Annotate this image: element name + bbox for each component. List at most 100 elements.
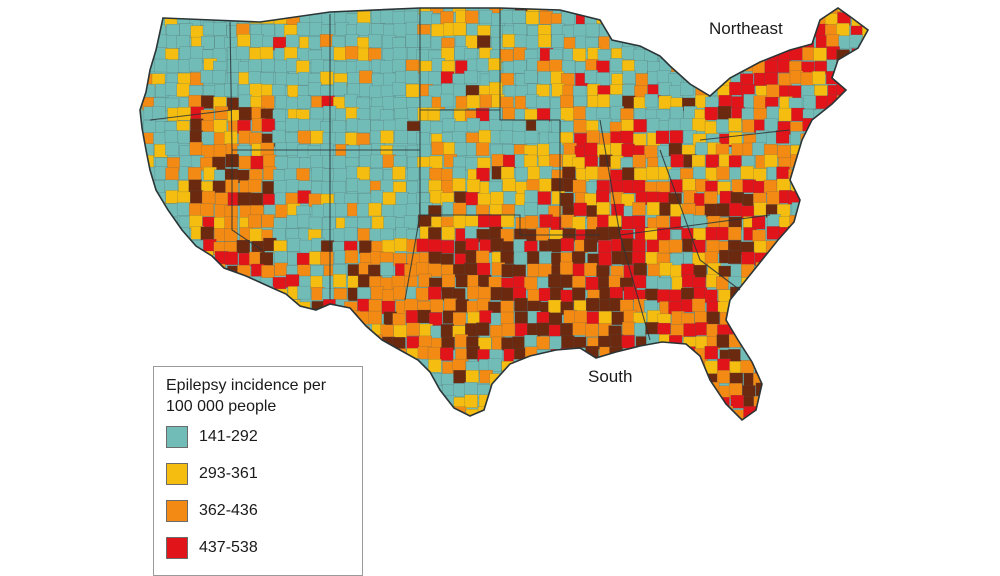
county-cell (692, 37, 706, 51)
county-cell (523, 357, 538, 372)
county-cell (538, 361, 552, 375)
county-cell (876, 239, 889, 252)
county-cell (598, 395, 613, 410)
county-cell (357, 287, 371, 301)
county-cell (694, 394, 708, 408)
county-cell (491, 384, 505, 398)
map-body (140, 8, 889, 434)
county-cell (779, 346, 793, 360)
county-cell (671, 346, 685, 360)
county-cell (274, 262, 288, 277)
county-cell (849, 179, 864, 193)
county-cell (850, 73, 864, 87)
state-boundary-line (619, 234, 651, 341)
county-cell (634, 11, 648, 25)
county-cell (731, 143, 745, 157)
county-cell (704, 45, 718, 60)
county-cell (801, 334, 815, 348)
county-cell (791, 13, 805, 27)
county-cell (141, 190, 155, 204)
choropleth-map: Northeast South Epilepsy incidence per 1… (139, 7, 889, 576)
county-cell (427, 346, 442, 361)
county-cell (285, 34, 300, 48)
county-cell (335, 323, 349, 338)
county-cell (608, 8, 623, 15)
county-cell (466, 179, 481, 193)
county-cell (824, 335, 838, 350)
county-cell (670, 154, 684, 168)
county-cell (491, 153, 505, 168)
county-cell (248, 71, 262, 85)
county-cell (369, 383, 383, 398)
county-cell (863, 216, 868, 231)
county-cell (791, 8, 805, 12)
county-cell (404, 384, 418, 398)
county-cell (825, 360, 839, 374)
county-cell (875, 144, 888, 157)
county-cell (490, 25, 504, 39)
county-cell (728, 250, 742, 264)
county-cell (345, 46, 359, 60)
county-cell (872, 35, 885, 48)
county-cell (523, 372, 538, 386)
county-cell (752, 277, 766, 291)
county-cell (226, 8, 241, 15)
county-cell (142, 322, 156, 336)
county-cell (872, 203, 885, 216)
county-cell (826, 167, 840, 182)
county-cell (356, 22, 370, 36)
county-cell (720, 421, 733, 434)
county-cell (332, 347, 347, 361)
county-cell (392, 409, 406, 420)
county-cell (682, 8, 696, 12)
county-cell (861, 37, 868, 51)
county-cell (333, 46, 347, 61)
county-cell (801, 8, 816, 14)
county-cell (527, 166, 541, 180)
county-cell (767, 384, 781, 398)
county-cell (142, 23, 156, 37)
county-cell (454, 334, 469, 348)
county-cell (428, 286, 442, 300)
county-cell (548, 312, 563, 326)
county-cell (212, 70, 226, 84)
county-cell (237, 34, 251, 48)
county-cell (235, 46, 250, 60)
county-cell (875, 191, 888, 204)
county-cell (776, 275, 790, 289)
county-cell (876, 360, 889, 373)
county-cell (551, 178, 565, 192)
county-cell (824, 396, 838, 411)
county-cell (491, 36, 505, 51)
county-cell (814, 276, 828, 291)
county-cell (513, 396, 528, 410)
county-cell (766, 276, 781, 290)
county-cell (345, 144, 360, 159)
county-cell (200, 337, 214, 351)
county-cell (824, 203, 838, 217)
county-cell (851, 239, 865, 254)
county-cell (574, 310, 588, 324)
county-cell (659, 58, 673, 72)
county-cell (368, 299, 382, 313)
county-cell (164, 309, 179, 324)
county-cell (310, 130, 324, 144)
county-cell (874, 48, 887, 61)
state-boundary-line (149, 109, 233, 121)
county-cell (860, 274, 868, 288)
county-cell (537, 372, 551, 387)
county-cell (189, 275, 203, 290)
county-cell (551, 383, 565, 398)
county-cell (392, 313, 406, 327)
county-cell (741, 8, 755, 15)
county-cell (431, 141, 445, 156)
county-cell (189, 141, 203, 156)
county-cell (164, 347, 178, 361)
county-cell (813, 335, 827, 350)
county-cell (622, 95, 636, 109)
county-cell (763, 357, 778, 372)
county-cell (704, 121, 719, 135)
county-cell (261, 325, 275, 339)
county-cell (814, 385, 828, 399)
county-cell (704, 346, 718, 360)
